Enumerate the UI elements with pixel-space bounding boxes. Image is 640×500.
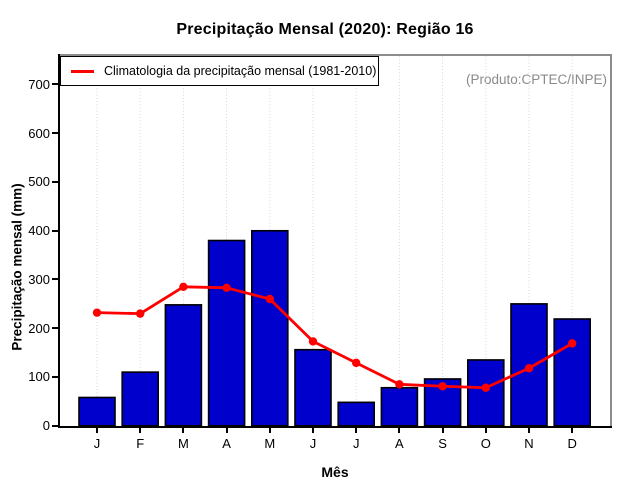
- climatology-point-7: [352, 358, 361, 368]
- climatology-point-11: [524, 364, 534, 373]
- climatology-point-10: [481, 383, 490, 392]
- precip-bar-M5: [251, 229, 289, 427]
- y-tick-label: 400: [28, 223, 50, 238]
- climatology-point-4: [222, 283, 231, 292]
- x-tick-label: F: [136, 436, 145, 451]
- x-tick-mark: [441, 427, 444, 433]
- x-tick-mark: [268, 427, 271, 433]
- x-tick-mark: [96, 427, 98, 433]
- precip-bar-J6: [294, 348, 332, 427]
- y-tick-label: 500: [28, 174, 50, 190]
- y-tick-label: 700: [28, 76, 50, 92]
- y-tick-mark: [52, 327, 58, 329]
- climatology-point-6: [308, 337, 318, 346]
- x-tick-label: J: [309, 436, 317, 451]
- y-tick-mark: [52, 375, 58, 378]
- precip-bar-M3: [164, 304, 203, 427]
- x-tick-label: A: [222, 436, 231, 451]
- precip-bar-F2: [121, 371, 160, 427]
- plot-area: [60, 56, 610, 427]
- x-tick-mark: [182, 427, 185, 433]
- x-tick-label: M: [264, 436, 276, 451]
- y-tick-label: 200: [28, 320, 50, 336]
- x-tick-label: O: [480, 436, 491, 451]
- x-tick-label: A: [395, 436, 404, 451]
- precip-bar-J7: [337, 401, 376, 427]
- chart-title: Precipitação Mensal (2020): Região 16: [176, 21, 474, 38]
- x-tick-mark: [398, 427, 401, 433]
- x-tick-label: J: [93, 436, 101, 451]
- x-tick-label: D: [567, 436, 577, 451]
- y-tick-mark: [52, 83, 58, 86]
- x-tick-mark: [528, 427, 530, 433]
- plot-border-top: [58, 54, 612, 56]
- precip-bar-O10: [466, 359, 505, 427]
- x-tick-label: M: [177, 436, 189, 451]
- y-tick-mark: [52, 229, 58, 232]
- y-tick-label: 0: [42, 418, 50, 433]
- precip-bar-J1: [78, 396, 116, 427]
- legend-label: Climatologia da precipitação mensal (198…: [104, 64, 377, 78]
- climatology-point-8: [395, 380, 404, 389]
- y-tick-label: 100: [28, 369, 50, 385]
- legend-line-icon: [71, 69, 94, 73]
- y-tick-mark: [52, 278, 58, 281]
- x-tick-mark: [355, 427, 358, 433]
- y-axis-line: [58, 54, 60, 428]
- x-tick-label: S: [438, 436, 447, 451]
- x-tick-mark: [225, 427, 228, 433]
- climatology-point-9: [438, 382, 447, 391]
- x-tick-mark: [571, 427, 574, 433]
- y-tick-mark: [52, 180, 58, 183]
- chart-canvas: [78, 56, 592, 427]
- climatology-point-12: [568, 339, 577, 348]
- precip-bar-A8: [380, 386, 419, 427]
- precip-bar-A4: [207, 239, 246, 427]
- x-tick-mark: [484, 427, 487, 433]
- x-tick-mark: [312, 427, 314, 433]
- y-tick-mark: [52, 132, 58, 135]
- climatology-point-3: [179, 282, 188, 292]
- x-tick-label: N: [524, 436, 534, 451]
- plot-border-right: [610, 54, 612, 428]
- x-axis-label: Mês: [321, 464, 349, 480]
- x-tick-label: J: [352, 436, 360, 451]
- climatology-point-1: [92, 308, 102, 317]
- x-tick-mark: [139, 427, 142, 433]
- climatology-point-2: [136, 309, 145, 318]
- y-tick-mark: [52, 424, 58, 427]
- precip-bar-D12: [553, 318, 592, 427]
- legend-box: Climatologia da precipitação mensal (198…: [60, 56, 379, 86]
- y-tick-label: 300: [28, 271, 50, 287]
- climatology-point-5: [265, 294, 274, 304]
- climatology-line: [96, 285, 573, 390]
- x-axis-line: [58, 425, 612, 428]
- y-tick-label: 600: [28, 125, 50, 141]
